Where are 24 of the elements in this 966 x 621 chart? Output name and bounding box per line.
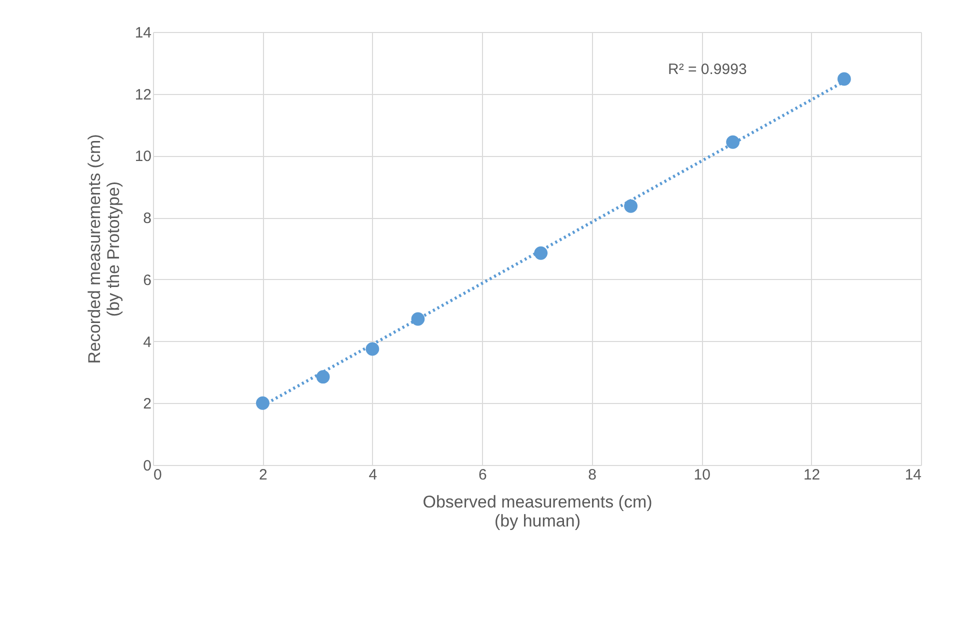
x-tick-label: 0 [154, 466, 162, 484]
y-tick-label: 10 [134, 148, 152, 166]
point [726, 135, 740, 149]
y-axis-title: Recorded measurements (cm) (by the Prototype) [84, 134, 123, 364]
y-tick-label: 8 [143, 210, 152, 228]
y-tick-label: 12 [134, 86, 152, 104]
point [837, 72, 851, 86]
y-tick-label: 6 [143, 272, 152, 289]
y-tick-label: 4 [143, 334, 152, 351]
x-tick-label: 2 [259, 466, 268, 484]
x-tick-label: 4 [368, 466, 378, 484]
y-tick-label: 2 [143, 396, 152, 413]
point [624, 199, 638, 213]
point [256, 396, 270, 410]
x-tick-label: 10 [694, 466, 710, 484]
point [366, 342, 380, 356]
x-tick-label: 12 [803, 466, 820, 484]
x-tick-label: 14 [904, 466, 922, 484]
x-axis-title: Observed measurements (cm) (by human) [422, 492, 652, 530]
x-tick-label: 8 [588, 466, 597, 484]
y-tick-label: 14 [134, 24, 152, 42]
x-tick-label: 6 [478, 466, 487, 484]
annotation: R² = 0.9993 [668, 61, 747, 78]
point [316, 370, 330, 384]
